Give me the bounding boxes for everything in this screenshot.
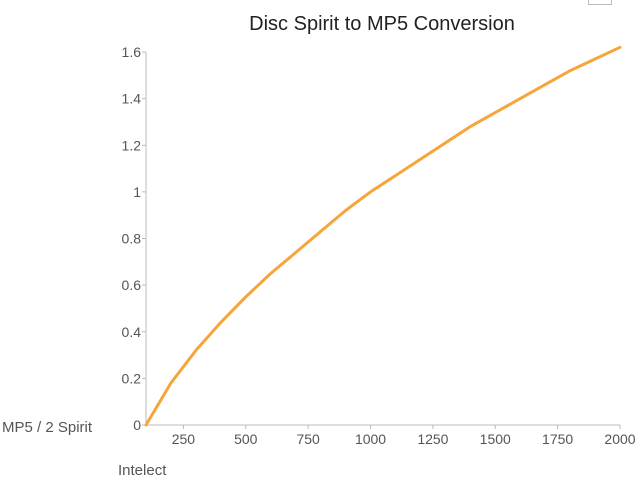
x-axis-ticks: 250 500 750 1000 1250 1500 1750 2000 (172, 425, 636, 447)
chart-title: Disc Spirit to MP5 Conversion (249, 13, 515, 35)
x-tick-label: 1000 (355, 431, 386, 447)
axes (145, 52, 620, 426)
x-tick-label: 750 (296, 431, 320, 447)
x-tick-label: 250 (172, 431, 196, 447)
y-tick-label: 0.4 (122, 324, 142, 340)
x-axis-label: Intelect (118, 462, 167, 479)
y-axis-ticks: 0 0.2 0.4 0.6 0.8 1 1.2 1.4 1.6 (122, 44, 146, 433)
x-tick-label: 500 (234, 431, 258, 447)
x-tick-label: 1750 (542, 431, 573, 447)
x-tick-label: 1250 (417, 431, 448, 447)
y-axis-label: MP5 / 2 Spirit (2, 419, 93, 436)
x-tick-label: 1500 (480, 431, 511, 447)
y-tick-label: 1.2 (122, 137, 142, 153)
x-tick-label: 2000 (604, 431, 635, 447)
y-tick-label: 1.6 (122, 44, 142, 60)
y-tick-label: 1.4 (122, 91, 142, 107)
corner-box (588, 0, 612, 5)
series-line (144, 45, 622, 427)
y-tick-label: 1 (133, 184, 141, 200)
y-tick-label: 0 (133, 417, 141, 433)
y-tick-label: 0.2 (122, 370, 142, 386)
y-tick-label: 0.6 (122, 277, 142, 293)
y-tick-label: 0.8 (122, 231, 142, 247)
